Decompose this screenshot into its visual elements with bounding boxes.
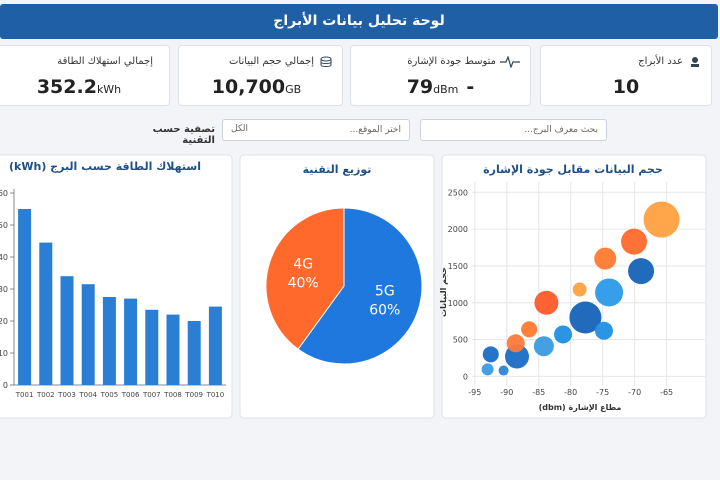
icon <box>320 56 332 67</box>
x-tick-label: -75 <box>596 388 609 397</box>
x-tick-label: T009 <box>184 391 203 399</box>
y-tick-label: 500 <box>453 336 468 345</box>
x-tick-label: -90 <box>500 388 513 397</box>
chart-title: استهلاك الطاقة حسب البرج (kWh) <box>9 160 201 174</box>
tech-option[interactable]: الكل <box>231 124 249 134</box>
y-tick-label: 0 <box>3 381 8 390</box>
kpi-value: 352.2kWh <box>0 76 169 98</box>
y-tick-label: 2000 <box>448 225 468 234</box>
pie-slice <box>297 207 423 365</box>
bar <box>39 242 53 385</box>
scatter-point <box>569 301 602 334</box>
x-tick-label: T008 <box>163 391 182 399</box>
scatter-point <box>506 334 525 353</box>
x-tick-label: T004 <box>78 391 97 399</box>
y-tick-label: 60 <box>0 189 8 198</box>
x-tick-label: T001 <box>15 391 34 399</box>
location-select[interactable]: اختر الموقع... الكل <box>222 119 410 141</box>
scatter-point <box>643 201 680 238</box>
scatter-point <box>554 325 573 344</box>
kpi-value-text: 352.2 <box>36 76 97 98</box>
bar <box>81 284 95 385</box>
filter-label: تصفية حسب التقنية <box>152 124 215 146</box>
y-tick-label: 30 <box>0 285 8 294</box>
slice-value-label: 40% <box>288 276 319 292</box>
bar <box>187 321 201 385</box>
slice-label: 5G <box>375 283 395 299</box>
bar <box>145 309 159 385</box>
kpi-value-text: -79 <box>406 76 475 98</box>
kpi-card: عدد الأبراج 10 <box>540 45 712 106</box>
icon <box>500 56 520 68</box>
x-tick-label: T010 <box>206 391 225 399</box>
x-tick-label: -85 <box>532 388 545 397</box>
kpi-label: عدد الأبراج <box>638 56 683 67</box>
bar <box>124 298 138 385</box>
y-tick-label: 1500 <box>448 262 468 271</box>
scatter-point <box>595 278 624 307</box>
chart-title: حجم البيانات مقابل جودة الإشارة <box>483 163 663 176</box>
x-tick-label: T003 <box>57 391 76 399</box>
header-title: لوحة تحليل بيانات الأبراج <box>0 4 718 39</box>
x-tick-label: T007 <box>142 391 161 399</box>
x-tick-label: -70 <box>628 388 641 397</box>
scatter-point <box>534 290 559 315</box>
bar <box>208 306 222 385</box>
y-tick-label: 2500 <box>448 188 468 197</box>
kpi-value: 10 <box>612 76 640 98</box>
y-tick-label: 10 <box>0 349 8 358</box>
y-tick-label: 20 <box>0 317 8 326</box>
icon <box>691 57 699 67</box>
kpi-label: إجمالي حجم البيانات <box>229 56 314 67</box>
kpi-unit: kWh <box>96 83 122 96</box>
kpi-value-text: 10,700 <box>211 76 286 98</box>
y-tick-label: 40 <box>0 253 8 262</box>
kpi-card: إجمالي استهلاك الطاقة 352.2kWh <box>0 45 170 106</box>
scatter-point <box>481 363 494 376</box>
scatter-point <box>498 365 509 376</box>
slice-label: 4G <box>293 257 313 273</box>
scatter-point <box>572 282 587 297</box>
bar <box>18 209 32 385</box>
x-axis-label: مطاع الإشارة (dbm) <box>539 403 622 412</box>
scatter-point <box>628 258 655 285</box>
y-tick-label: 1000 <box>448 299 468 308</box>
pie-slice <box>265 207 345 350</box>
scatter-point <box>621 228 648 255</box>
kpi-label: متوسط جودة الإشارة <box>407 56 496 67</box>
kpi-card: إجمالي حجم البيانات 10,700GB <box>178 45 343 106</box>
search-input[interactable]: بحث معرف البرج... <box>420 119 607 141</box>
kpi-card: متوسط جودة الإشارة -79dBm <box>350 45 531 106</box>
y-tick-label: 50 <box>0 221 8 230</box>
kpi-value: 10,700GB <box>179 76 342 98</box>
x-tick-label: T006 <box>121 391 140 399</box>
y-axis-label: حجم البيانات <box>439 267 448 317</box>
bar <box>60 276 74 385</box>
location-placeholder: اختر الموقع... <box>349 125 401 135</box>
scatter-point <box>594 247 617 270</box>
scatter-point <box>482 346 499 363</box>
bar <box>102 297 116 385</box>
scatter-point <box>594 321 613 340</box>
chart-title: توزيع التقنية <box>303 163 372 176</box>
x-tick-label: -80 <box>564 388 577 397</box>
x-tick-label: T005 <box>100 391 119 399</box>
kpi-value: -79dBm <box>351 76 530 98</box>
scatter-point <box>521 321 538 338</box>
x-tick-label: T002 <box>36 391 55 399</box>
kpi-label: إجمالي استهلاك الطاقة <box>57 56 153 67</box>
x-tick-label: -95 <box>468 388 481 397</box>
kpi-unit: GB <box>285 83 302 96</box>
slice-value-label: 60% <box>369 302 400 318</box>
kpi-unit: dBm <box>433 83 459 96</box>
bar <box>166 314 180 385</box>
scatter-point <box>533 336 554 357</box>
x-tick-label: -65 <box>660 388 673 397</box>
y-tick-label: 0 <box>463 372 468 381</box>
